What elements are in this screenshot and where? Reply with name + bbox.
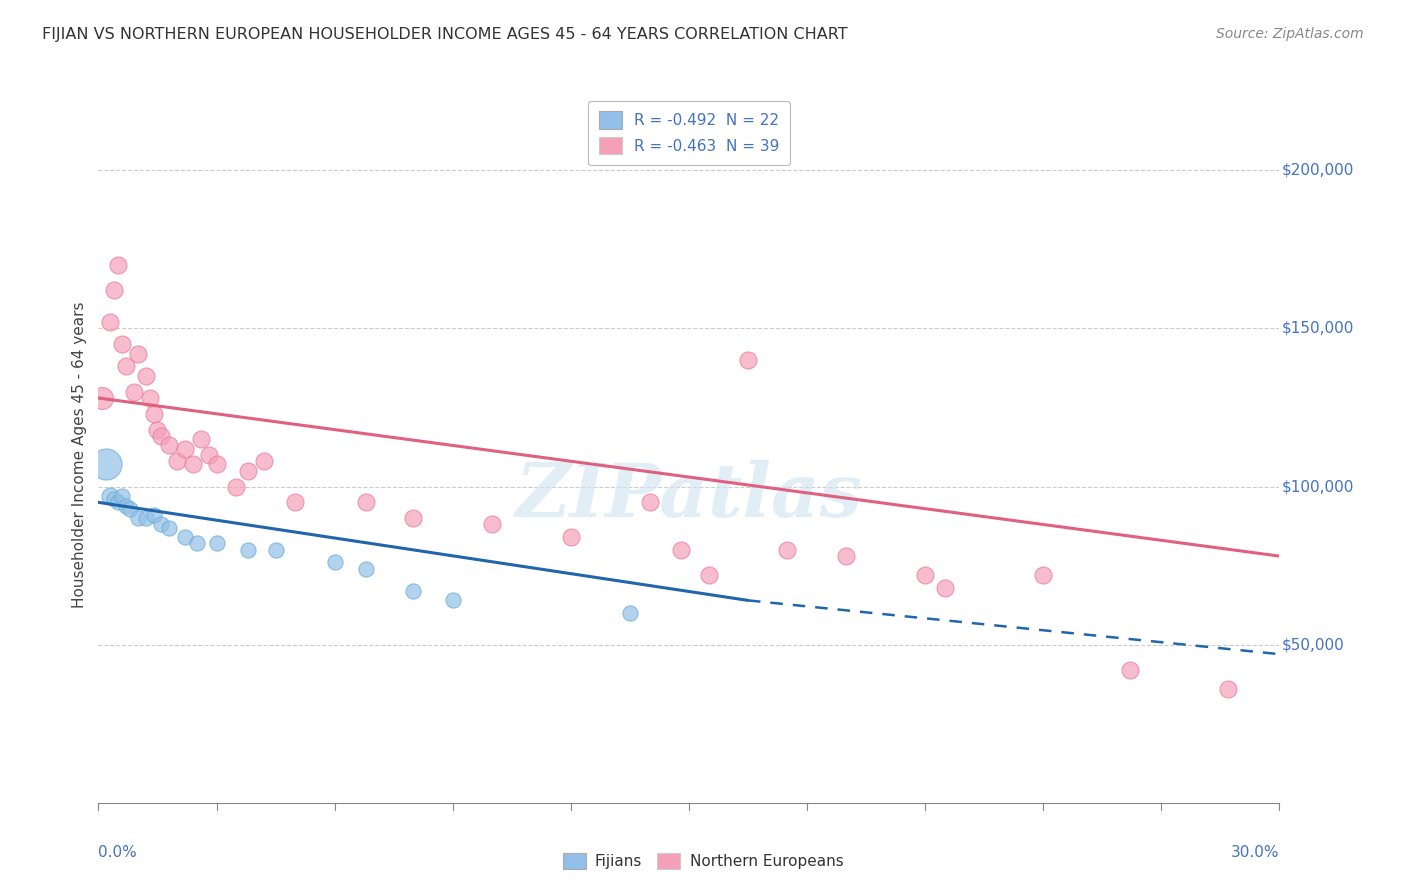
Point xyxy=(107,258,129,272)
Point xyxy=(115,499,138,513)
Point xyxy=(481,517,503,532)
Point xyxy=(934,581,956,595)
Legend: R = -0.492  N = 22, R = -0.463  N = 39: R = -0.492 N = 22, R = -0.463 N = 39 xyxy=(588,101,790,165)
Point xyxy=(174,530,197,544)
Point xyxy=(142,407,165,421)
Y-axis label: Householder Income Ages 45 - 64 years: Householder Income Ages 45 - 64 years xyxy=(72,301,87,608)
Point xyxy=(118,501,141,516)
Point xyxy=(166,454,188,468)
Point xyxy=(174,442,197,456)
Point xyxy=(236,542,259,557)
Point xyxy=(122,384,145,399)
Point xyxy=(354,495,377,509)
Point xyxy=(107,495,129,509)
Point xyxy=(914,568,936,582)
Point xyxy=(264,542,287,557)
Legend: Fijians, Northern Europeans: Fijians, Northern Europeans xyxy=(557,847,849,875)
Point xyxy=(1218,681,1240,696)
Point xyxy=(115,359,138,374)
Text: $50,000: $50,000 xyxy=(1282,637,1344,652)
Point xyxy=(111,337,134,351)
Point xyxy=(135,368,157,383)
Point xyxy=(402,511,425,525)
Point xyxy=(150,517,173,532)
Text: ZIPatlas: ZIPatlas xyxy=(516,460,862,533)
Point xyxy=(186,536,208,550)
Point xyxy=(253,454,276,468)
Point xyxy=(619,606,641,620)
Text: $200,000: $200,000 xyxy=(1282,163,1354,178)
Point xyxy=(98,315,121,329)
Point xyxy=(181,458,204,472)
Text: Source: ZipAtlas.com: Source: ZipAtlas.com xyxy=(1216,27,1364,41)
Point xyxy=(205,536,228,550)
Point xyxy=(197,448,219,462)
Point xyxy=(441,593,464,607)
Point xyxy=(91,391,114,405)
Point xyxy=(776,542,799,557)
Point xyxy=(138,391,160,405)
Point xyxy=(205,458,228,472)
Point xyxy=(111,489,134,503)
Text: 0.0%: 0.0% xyxy=(98,845,138,860)
Point xyxy=(1032,568,1054,582)
Point xyxy=(98,489,121,503)
Point xyxy=(190,432,212,446)
Point xyxy=(157,521,180,535)
Point xyxy=(96,458,118,472)
Point xyxy=(638,495,661,509)
Point xyxy=(669,542,692,557)
Point xyxy=(560,530,582,544)
Point xyxy=(157,438,180,452)
Point xyxy=(284,495,307,509)
Point xyxy=(150,429,173,443)
Point xyxy=(697,568,720,582)
Point xyxy=(127,511,149,525)
Text: 30.0%: 30.0% xyxy=(1232,845,1279,860)
Text: $100,000: $100,000 xyxy=(1282,479,1354,494)
Point xyxy=(236,464,259,478)
Point xyxy=(835,549,858,563)
Point xyxy=(737,353,759,368)
Point xyxy=(135,511,157,525)
Point xyxy=(103,284,125,298)
Point xyxy=(142,508,165,522)
Point xyxy=(402,583,425,598)
Point xyxy=(225,479,247,493)
Text: $150,000: $150,000 xyxy=(1282,321,1354,336)
Point xyxy=(146,423,169,437)
Point xyxy=(127,347,149,361)
Point xyxy=(323,556,346,570)
Point xyxy=(354,562,377,576)
Point xyxy=(103,492,125,507)
Text: FIJIAN VS NORTHERN EUROPEAN HOUSEHOLDER INCOME AGES 45 - 64 YEARS CORRELATION CH: FIJIAN VS NORTHERN EUROPEAN HOUSEHOLDER … xyxy=(42,27,848,42)
Point xyxy=(1119,663,1142,677)
